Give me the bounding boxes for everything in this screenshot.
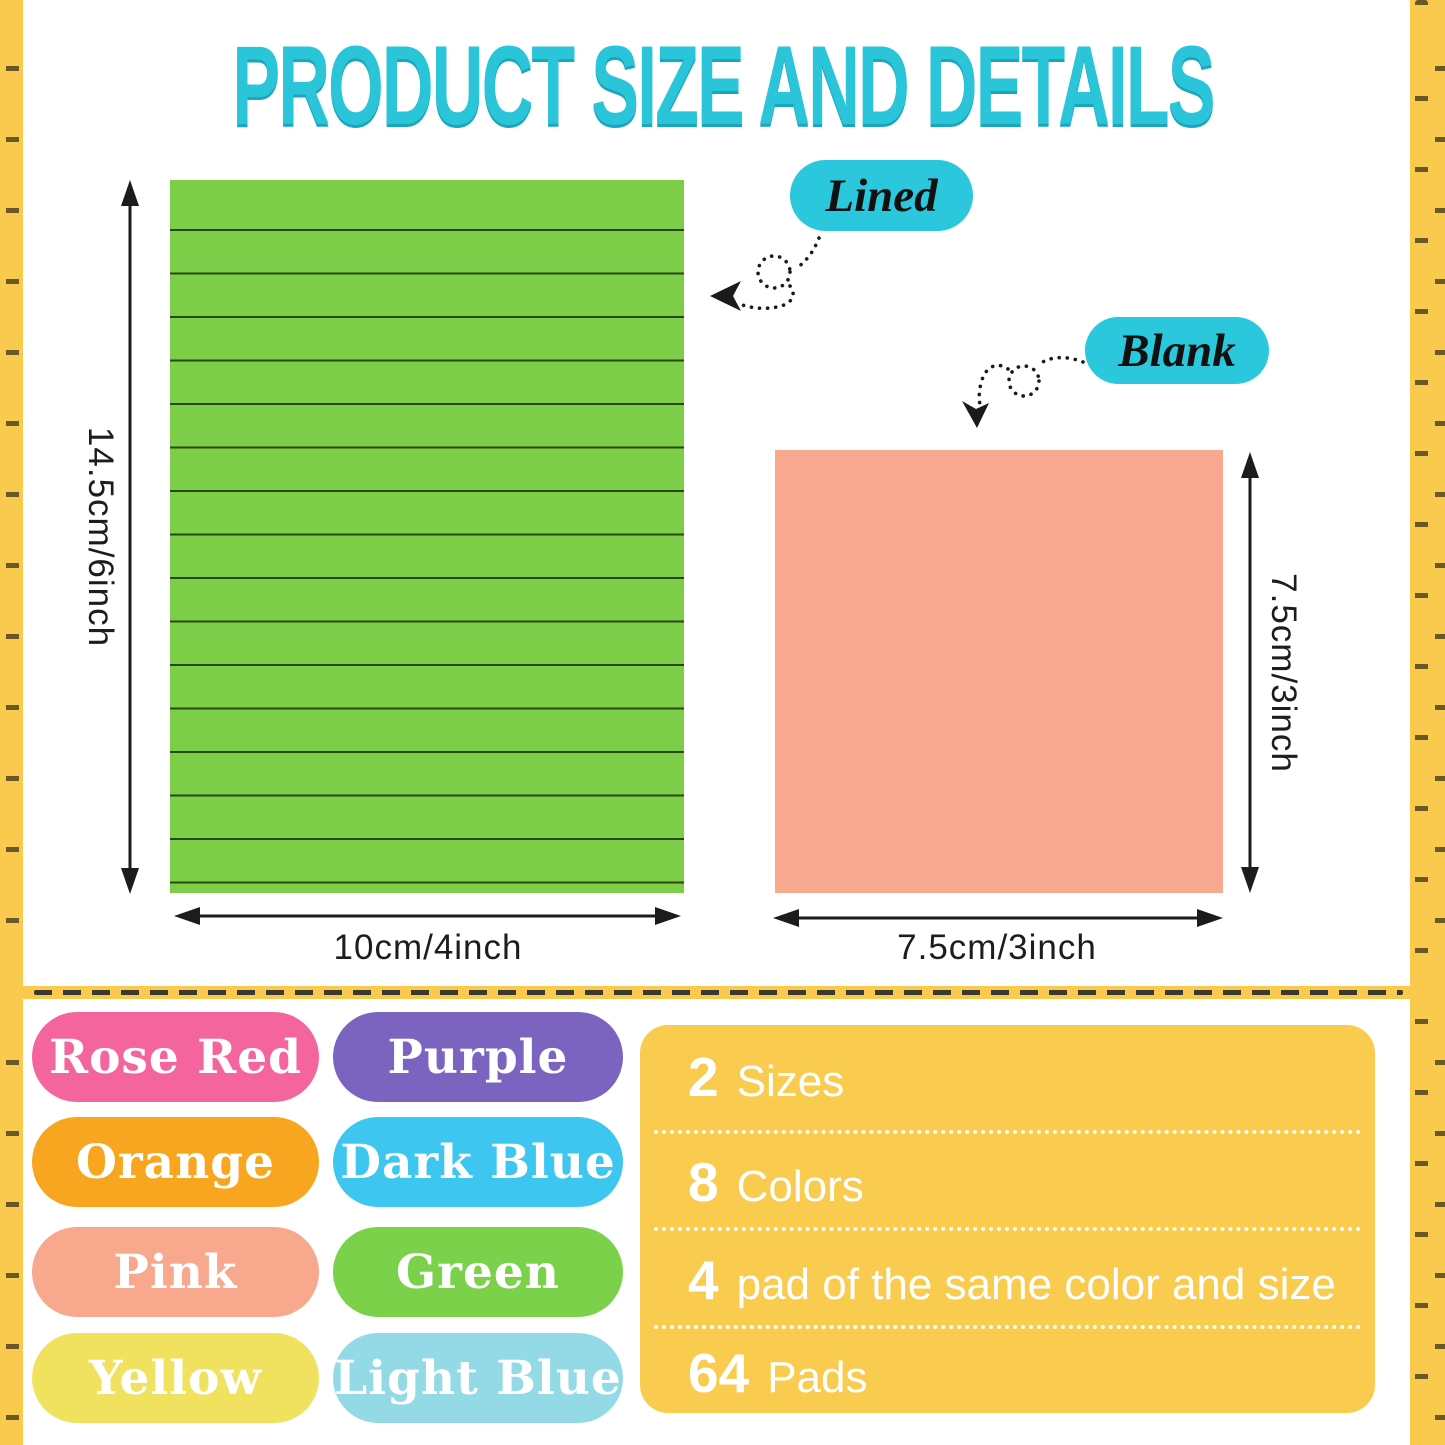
blank-note-preview	[775, 450, 1223, 893]
color-pill-rose-red: Rose Red	[32, 1012, 319, 1102]
detail-number: 64	[688, 1342, 750, 1404]
product-details-box: 2 Sizes 8 Colors 4 pad of the same color and …	[640, 1025, 1375, 1413]
left-border-stitches	[6, 0, 19, 1445]
detail-row: 8 Colors	[654, 1130, 1361, 1227]
ruled-lines	[170, 229, 684, 893]
detail-number: 2	[688, 1046, 719, 1108]
blank-width-arrow	[773, 909, 1223, 927]
color-pill-yellow: Yellow	[32, 1333, 319, 1423]
blank-tag-label: Blank	[1118, 324, 1236, 377]
lined-width-arrow	[174, 907, 681, 925]
detail-text: pad of the same color and size	[736, 1260, 1336, 1309]
color-pill-green: Green	[333, 1227, 623, 1317]
lined-height-arrow	[121, 180, 139, 894]
detail-row: 4 pad of the same color and size	[654, 1227, 1361, 1325]
color-pill-dark-blue: Dark Blue	[333, 1117, 623, 1207]
color-pill-orange: Orange	[32, 1117, 319, 1207]
section-divider-band	[0, 986, 1445, 999]
lined-pointer-arrow	[710, 236, 821, 311]
left-border-strip	[0, 0, 23, 1445]
detail-row: 64 Pads	[654, 1325, 1361, 1413]
lined-tag: Lined	[790, 160, 973, 231]
lined-width-label: 10cm/4inch	[333, 928, 523, 967]
lined-note-preview	[170, 180, 684, 893]
right-border-stitches-outer	[1435, 0, 1445, 1445]
right-border-strip	[1410, 0, 1445, 1445]
blank-tag: Blank	[1085, 317, 1269, 384]
detail-text: Pads	[767, 1353, 868, 1402]
lined-height-label: 14.5cm/6inch	[81, 426, 120, 648]
detail-number: 8	[688, 1151, 719, 1213]
detail-text: Colors	[736, 1162, 864, 1211]
right-border-stitches-inner	[1415, 0, 1428, 1445]
lined-tag-label: Lined	[825, 169, 938, 222]
detail-text: Sizes	[736, 1057, 845, 1106]
detail-number: 4	[688, 1249, 719, 1311]
color-pill-purple: Purple	[333, 1012, 623, 1102]
color-pill-light-blue: Light Blue	[333, 1333, 623, 1423]
blank-pointer-arrow	[962, 355, 1085, 428]
blank-height-arrow	[1241, 452, 1259, 893]
section-divider-stitches	[34, 990, 1403, 995]
blank-width-label: 7.5cm/3inch	[897, 928, 1097, 967]
blank-height-label: 7.5cm/3inch	[1264, 573, 1303, 773]
detail-row: 2 Sizes	[654, 1025, 1361, 1130]
color-pill-pink: Pink	[32, 1227, 319, 1317]
page-title: PRODUCT SIZE AND DETAILS	[231, 23, 1215, 148]
